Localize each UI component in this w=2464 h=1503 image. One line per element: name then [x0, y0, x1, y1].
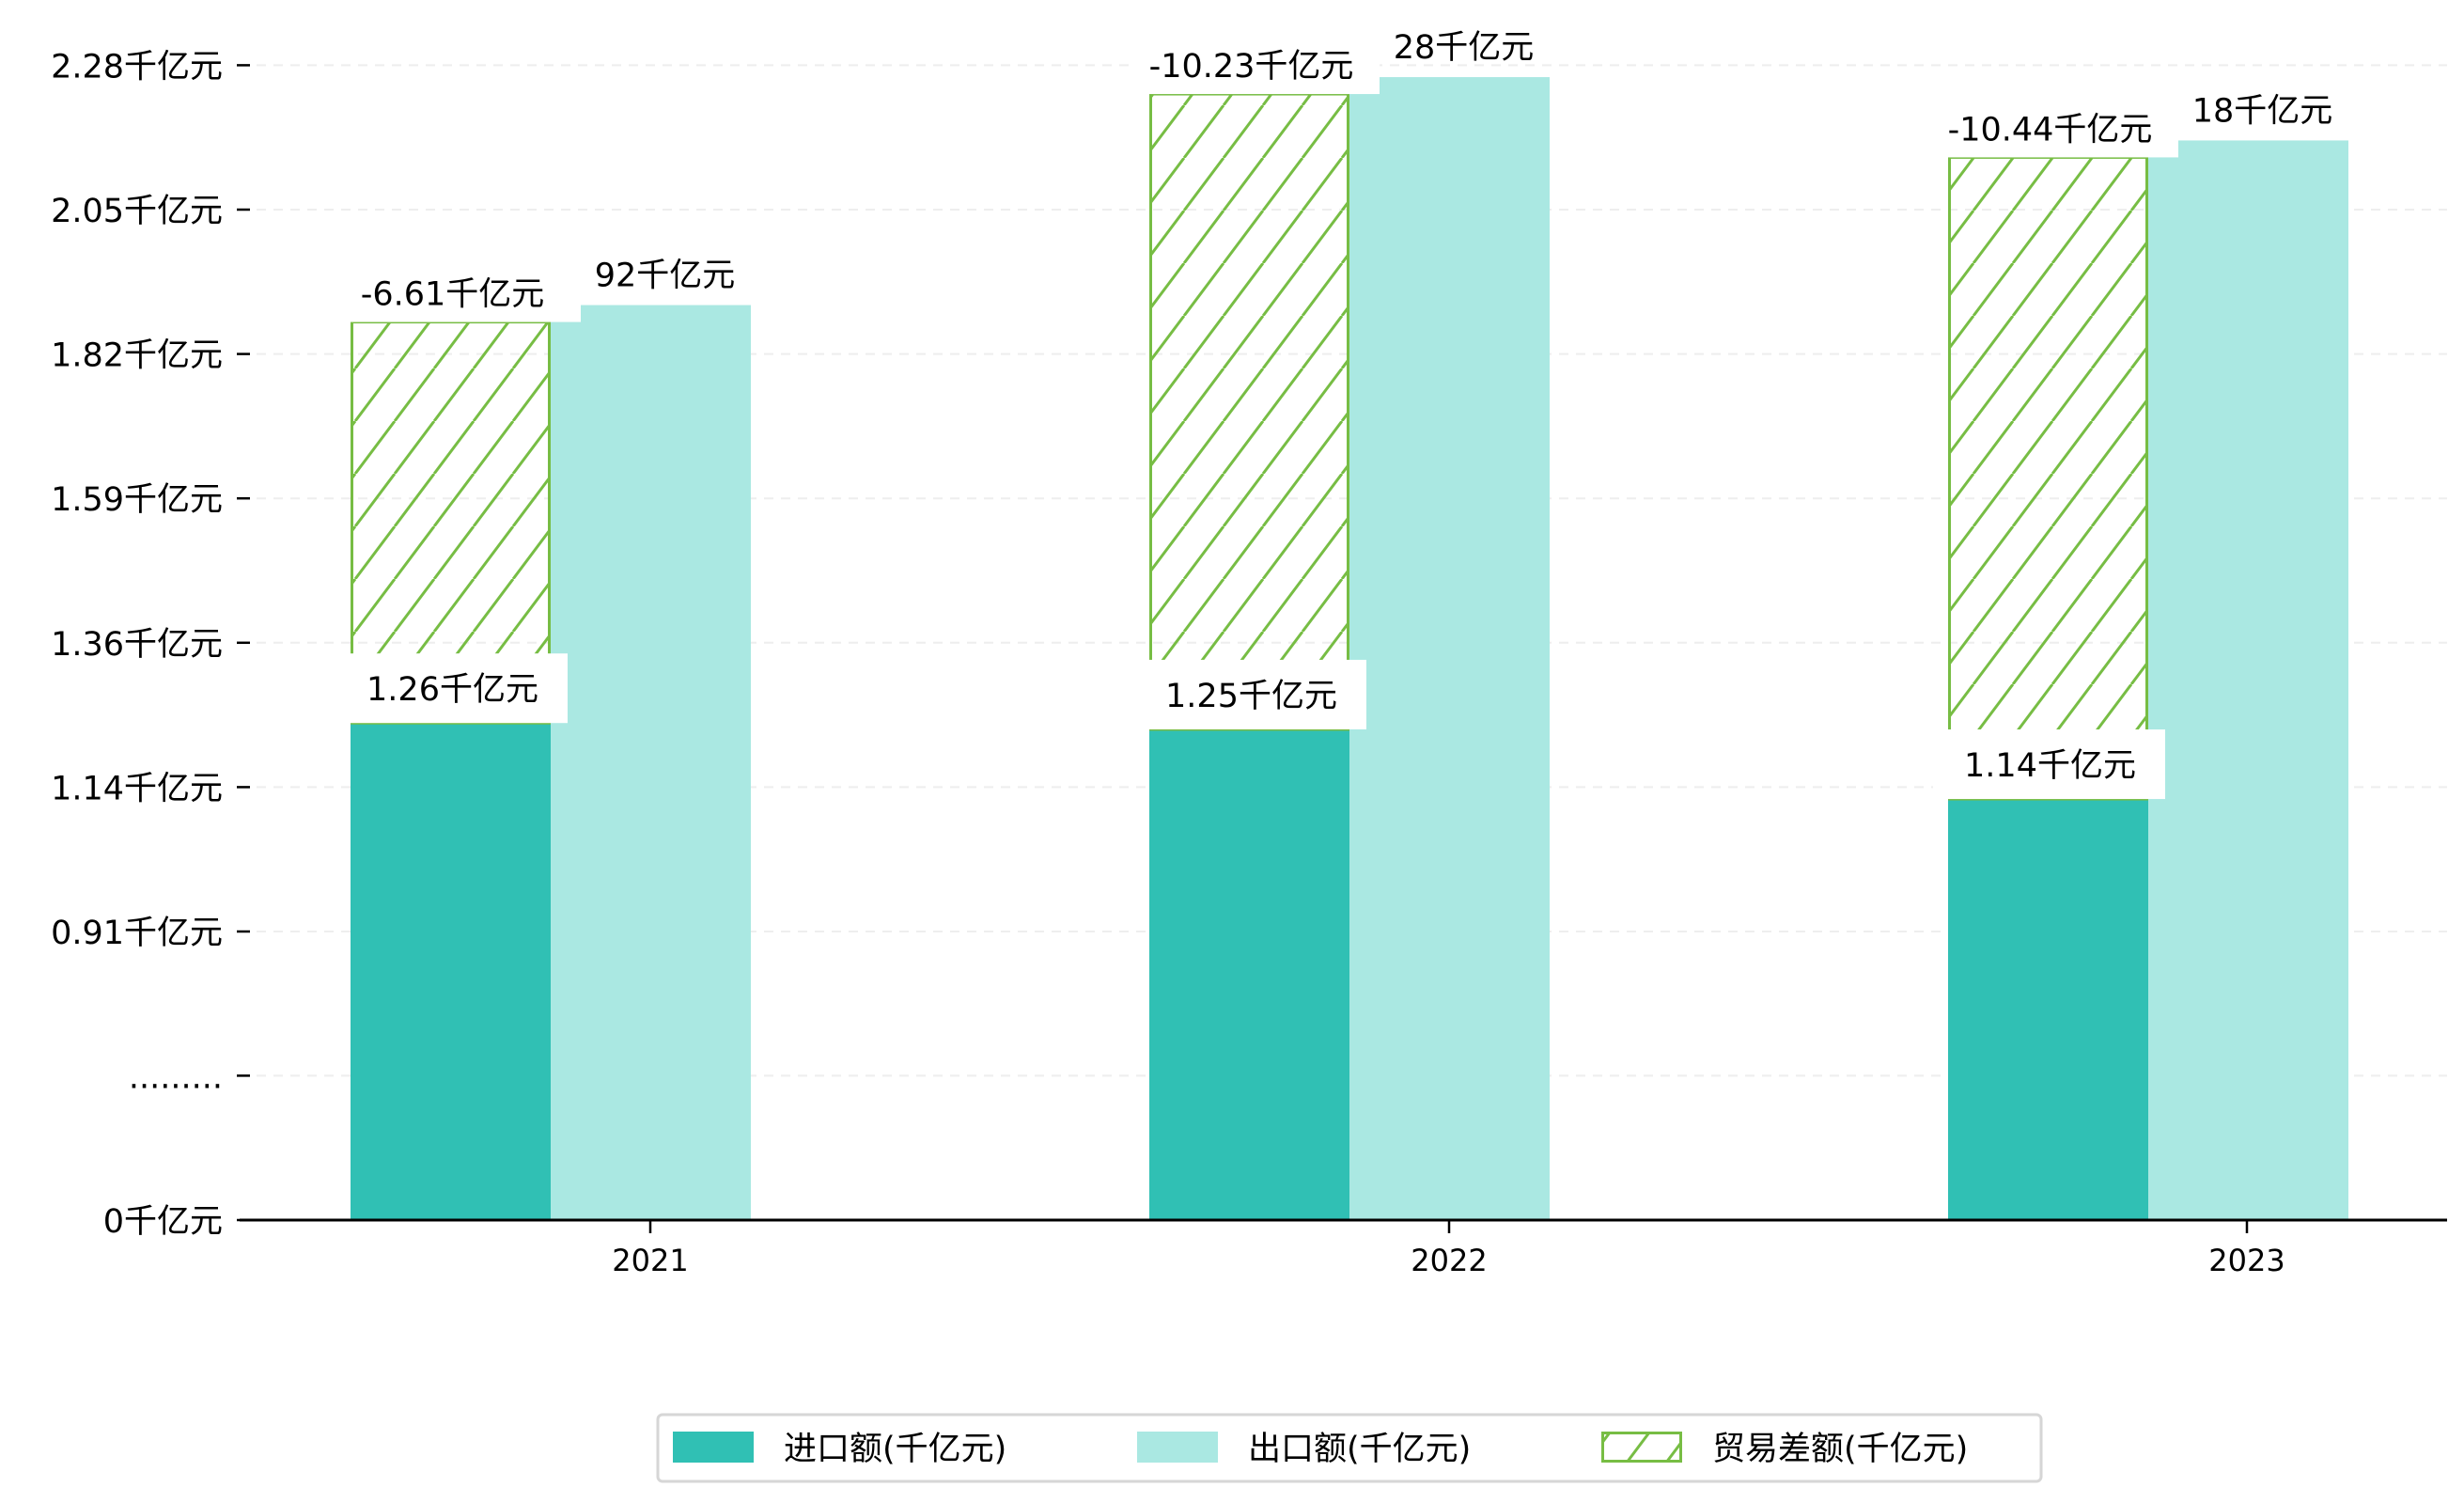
label-background [1134, 659, 1366, 729]
label-background [1933, 729, 2165, 800]
y-tick-label: 0千亿元 [103, 1203, 223, 1241]
import-value-label: 1.25千亿元 [1165, 678, 1337, 715]
y-tick-label: 2.28千亿元 [51, 48, 223, 86]
label-background [335, 261, 581, 322]
y-tick-label: 1.59千亿元 [51, 481, 223, 519]
legend-label: 出口额(千亿元) [1248, 1431, 1471, 1468]
import-bar [351, 723, 551, 1220]
export-bar [551, 305, 751, 1220]
legend-swatch-icon [673, 1432, 754, 1463]
export-bar [2148, 140, 2348, 1221]
y-axis: 0千亿元......... 0.91千亿元 1.14千亿元 1.36千亿元 1.59千亿… [51, 48, 250, 1241]
x-tick-label: 2021 [612, 1243, 688, 1278]
y-tick-label: ......... [129, 1058, 223, 1096]
trade-balance-bar [1948, 155, 2148, 801]
legend-box [656, 1413, 2043, 1483]
y-tick-label: 1.14千亿元 [51, 770, 223, 807]
label-background [335, 653, 568, 724]
label-background [1134, 34, 1380, 95]
legend-swatch-icon [1137, 1432, 1218, 1463]
legend-swatch-hatch-icon [1601, 1432, 1682, 1463]
label-background [1933, 97, 2178, 158]
import-value-label: 1.26千亿元 [366, 671, 538, 709]
import-bar [1149, 728, 1349, 1220]
y-tick-label: 1.82千亿元 [51, 337, 223, 375]
x-tick-label: 2022 [1411, 1243, 1487, 1278]
import-bar [1948, 799, 2148, 1220]
trade-balance-value-label: -10.23千亿元 [1149, 48, 1354, 86]
import-value-label: 1.14千亿元 [1964, 747, 2136, 785]
export-value-label: 28千亿元 [1394, 29, 1535, 67]
y-tick-label: 0.91千亿元 [51, 915, 223, 952]
export-bar [1349, 77, 1550, 1221]
export-value-label: 92千亿元 [595, 258, 736, 295]
trade-balance-bar [1149, 92, 1349, 731]
legend-label: 贸易差额(千亿元) [1712, 1431, 1968, 1468]
bars [351, 77, 2348, 1221]
x-axis: 2021 2022 2023 [240, 1218, 2447, 1278]
legend: 进口额(千亿元) 出口额(千亿元) 贸易差额(千亿元) [656, 1413, 2043, 1483]
trade-balance-value-label: -10.44千亿元 [1948, 111, 2153, 149]
export-value-label: 18千亿元 [2192, 92, 2333, 130]
y-tick-label: 1.36千亿元 [51, 626, 223, 664]
trade-balance-value-label: -6.61千亿元 [361, 276, 545, 314]
data-labels: 92千亿元 -6.61千亿元 1.26千亿元 28千亿元 -10.23千亿元 1.25千亿… [335, 29, 2333, 800]
y-tick-label: 2.05千亿元 [51, 193, 223, 230]
x-tick-label: 2023 [2208, 1243, 2285, 1278]
legend-label: 进口额(千亿元) [784, 1431, 1006, 1468]
